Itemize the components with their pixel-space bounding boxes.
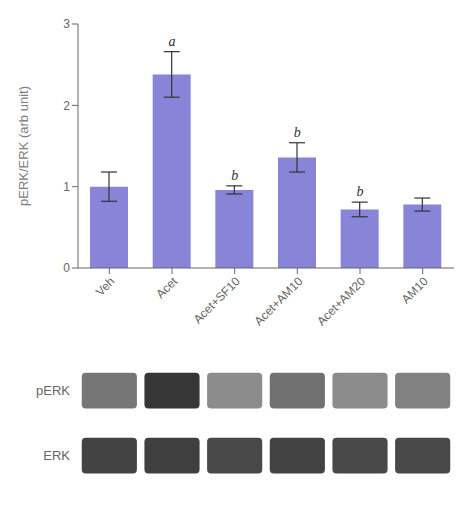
svg-text:a: a <box>169 34 176 49</box>
svg-text:b: b <box>231 168 238 183</box>
svg-text:Veh: Veh <box>93 274 118 299</box>
svg-text:pERK/ERK (arb unit): pERK/ERK (arb unit) <box>16 86 31 206</box>
svg-text:b: b <box>357 184 364 199</box>
svg-text:Acet+AM20: Acet+AM20 <box>314 274 368 328</box>
svg-text:0: 0 <box>63 261 70 275</box>
svg-text:Acet: Acet <box>153 274 180 301</box>
svg-text:pERK: pERK <box>36 383 70 398</box>
svg-text:Acet+AM10: Acet+AM10 <box>251 274 305 328</box>
svg-text:2: 2 <box>63 99 70 113</box>
svg-text:3: 3 <box>63 17 70 31</box>
svg-text:Acet+SF10: Acet+SF10 <box>191 274 243 326</box>
svg-text:1: 1 <box>63 180 70 194</box>
svg-text:AM10: AM10 <box>399 274 431 306</box>
svg-text:ERK: ERK <box>43 448 70 463</box>
svg-text:b: b <box>294 125 301 140</box>
